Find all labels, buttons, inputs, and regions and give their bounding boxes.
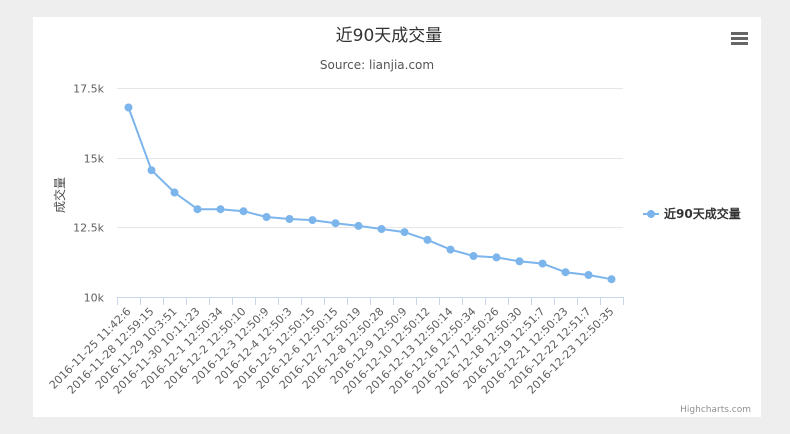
data-point bbox=[538, 259, 547, 268]
data-point bbox=[607, 275, 616, 284]
data-point bbox=[515, 257, 524, 266]
data-point bbox=[584, 271, 593, 279]
data-point bbox=[308, 216, 317, 225]
chart-title: 近90天成交量 bbox=[336, 26, 443, 46]
data-point bbox=[285, 215, 294, 223]
menu-button[interactable] bbox=[728, 29, 752, 51]
x-axis bbox=[117, 297, 624, 305]
legend-label: 近90天成交量 bbox=[664, 206, 741, 221]
y-tick-label: 12.5k bbox=[73, 222, 104, 235]
y-tick-label: 15k bbox=[84, 153, 105, 166]
y-tick-label: 17.5k bbox=[73, 83, 104, 96]
data-point bbox=[446, 245, 455, 254]
y-axis-ticks: 10k 12.5k 15k 17.5k bbox=[73, 83, 104, 305]
data-point bbox=[331, 219, 340, 228]
data-point bbox=[561, 268, 570, 277]
legend-marker-symbol bbox=[647, 210, 655, 218]
credits-link[interactable]: Highcharts.com bbox=[680, 405, 751, 415]
series-group bbox=[124, 103, 616, 284]
data-point bbox=[354, 221, 363, 230]
hamburger-menu-icon bbox=[731, 32, 748, 45]
chart-panel: 近90天成交量 Source: lianjia.com 10k 12.5k 15k 1… bbox=[33, 17, 761, 417]
data-point bbox=[377, 225, 386, 233]
line-chart: 近90天成交量 Source: lianjia.com 10k12.5k15k1… bbox=[47, 26, 752, 415]
data-point bbox=[262, 213, 271, 221]
data-point bbox=[170, 188, 179, 197]
y-tick-label: 10k bbox=[84, 292, 105, 305]
data-point bbox=[239, 207, 248, 216]
legend-item[interactable]: 近90天成交量 bbox=[643, 206, 741, 221]
data-point bbox=[492, 253, 501, 262]
data-point bbox=[216, 205, 225, 214]
data-point bbox=[124, 103, 133, 112]
data-point bbox=[193, 205, 202, 214]
data-point bbox=[423, 235, 432, 244]
data-point bbox=[147, 166, 156, 175]
chart-subtitle: Source: lianjia.com bbox=[320, 58, 434, 72]
series-line bbox=[127, 107, 612, 281]
data-point bbox=[469, 252, 478, 260]
y-axis-title: 成交量 bbox=[52, 177, 67, 213]
data-point bbox=[400, 228, 409, 237]
